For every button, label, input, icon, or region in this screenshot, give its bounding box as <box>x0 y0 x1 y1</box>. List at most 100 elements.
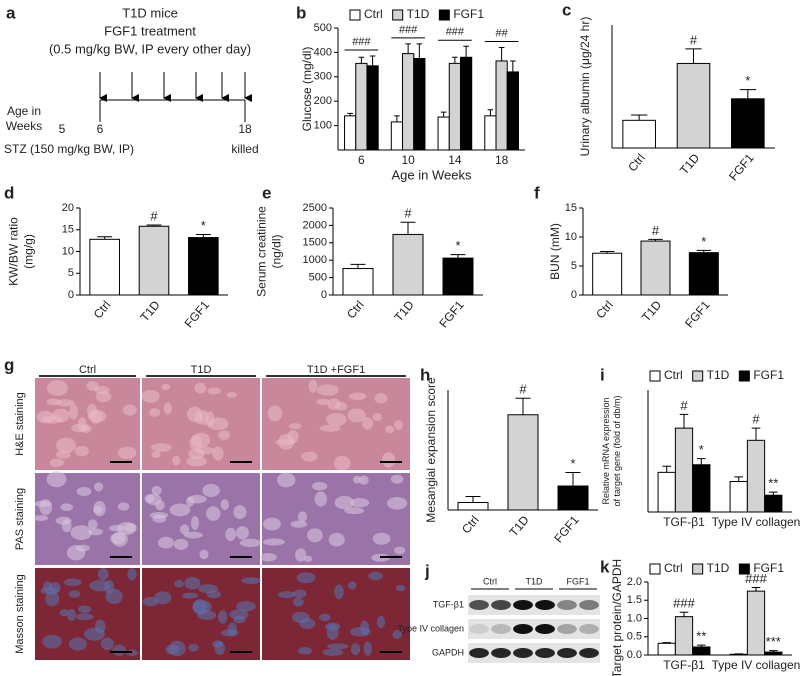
tissue-texture <box>97 568 109 581</box>
bar <box>392 233 424 296</box>
legend-swatch <box>649 370 661 382</box>
tissue-texture <box>296 572 316 584</box>
tissue-texture <box>348 392 367 401</box>
tissue-texture <box>112 644 126 656</box>
error-bar <box>450 254 466 259</box>
blot-band <box>513 648 533 658</box>
tissue-texture <box>293 589 307 598</box>
legend-swatch <box>349 9 361 21</box>
error-bar <box>97 236 113 240</box>
bar <box>89 238 120 296</box>
tissue-texture <box>267 405 283 422</box>
bar <box>402 53 415 151</box>
bar <box>390 121 404 151</box>
bar <box>731 98 765 149</box>
error-bar <box>662 465 672 473</box>
tissue-texture <box>390 474 404 484</box>
y-axis-label: Urinary albumin (μg/24 hr) <box>578 17 592 157</box>
tissue-texture <box>220 629 239 637</box>
tissue-texture <box>66 608 77 621</box>
tissue-texture <box>179 524 190 535</box>
x-tick-label: Type IV collagen <box>712 515 800 529</box>
error-bar <box>685 48 702 64</box>
bar <box>674 616 694 656</box>
legend-label: Ctrl <box>664 561 683 575</box>
tissue-texture <box>34 500 52 508</box>
error-bar <box>146 224 162 227</box>
heading: (0.5 mg/kg BW, IP every other day) <box>49 41 251 56</box>
legend-label: T1D <box>407 7 430 21</box>
blot-band <box>513 624 533 634</box>
significance: * <box>570 456 575 471</box>
y-axis-label: BUN (mM) <box>548 223 562 280</box>
tissue-texture <box>233 505 247 520</box>
error-bar <box>195 234 211 238</box>
tissue-texture <box>394 546 406 555</box>
x-tick-label: Ctrl <box>459 513 482 536</box>
legend-label: FGF1 <box>453 7 484 21</box>
stz-label: STZ (150 mg/kg BW, IP) <box>4 142 134 156</box>
error-bar <box>347 112 353 116</box>
x-tick-label: FGF1 <box>182 298 213 331</box>
tissue-texture <box>376 616 386 629</box>
tissue-texture <box>372 532 391 545</box>
y-tick-label: 15 <box>565 202 577 214</box>
tissue-texture <box>241 577 261 584</box>
tissue-texture <box>45 591 60 607</box>
tissue-texture <box>374 393 388 404</box>
significance: * <box>455 238 460 253</box>
tissue-texture <box>76 486 92 497</box>
y-tick-label: 15 <box>62 224 74 236</box>
tissue-texture <box>117 446 137 460</box>
legend-label: FGF1 <box>753 561 784 575</box>
tissue-texture <box>314 491 327 507</box>
panel-letter: a <box>6 3 16 22</box>
y-tick-label: 2500 <box>303 202 327 214</box>
tissue-texture <box>158 536 175 549</box>
tissue-texture <box>226 391 237 398</box>
tissue-texture <box>163 402 172 415</box>
error-bar <box>400 221 416 235</box>
y-tick-label: 10 <box>62 245 74 257</box>
tissue-texture <box>151 485 162 496</box>
tissue-texture <box>363 641 373 656</box>
error-bar <box>679 413 689 429</box>
blot-band <box>579 648 599 658</box>
tissue-texture <box>207 387 221 395</box>
y-tick-label: 200 <box>314 95 332 107</box>
row-label: PAS staining <box>14 488 26 550</box>
age-label: Age in <box>7 104 41 118</box>
bar <box>640 240 671 296</box>
y-tick-label: 5 <box>571 260 577 272</box>
tissue-texture <box>386 496 408 510</box>
blot-row-label: TGF-β1 <box>433 599 464 609</box>
tissue-texture <box>184 576 201 590</box>
blot-band <box>469 600 489 610</box>
bar <box>506 71 519 151</box>
tissue-texture <box>192 599 208 615</box>
tissue-texture <box>59 609 69 617</box>
y-axis-label: Relative mRNA expression <box>601 397 611 504</box>
bar <box>557 485 589 511</box>
column-label: T1D +FGF1 <box>307 364 365 376</box>
x-tick-label: FGF1 <box>551 513 582 546</box>
y-tick-label: 0 <box>571 289 577 301</box>
error-bar <box>487 109 494 116</box>
age-label: Weeks <box>6 119 42 133</box>
tissue-texture <box>277 591 296 599</box>
tissue-texture <box>308 379 318 393</box>
column-label: Ctrl <box>79 364 96 376</box>
tissue-texture <box>290 520 308 528</box>
tissue-texture <box>235 526 249 540</box>
bar <box>622 119 656 149</box>
bar <box>657 471 676 513</box>
tissue-texture <box>127 568 137 581</box>
y-axis-label: Glucose (mg/dl) <box>300 47 314 132</box>
error-bar <box>369 55 376 66</box>
y-tick-label: 400 <box>314 46 332 58</box>
x-tick-label: T1D <box>391 298 417 325</box>
tissue-texture <box>327 643 349 650</box>
bar <box>366 65 379 151</box>
error-bar <box>416 43 423 59</box>
significance: # <box>652 223 660 238</box>
